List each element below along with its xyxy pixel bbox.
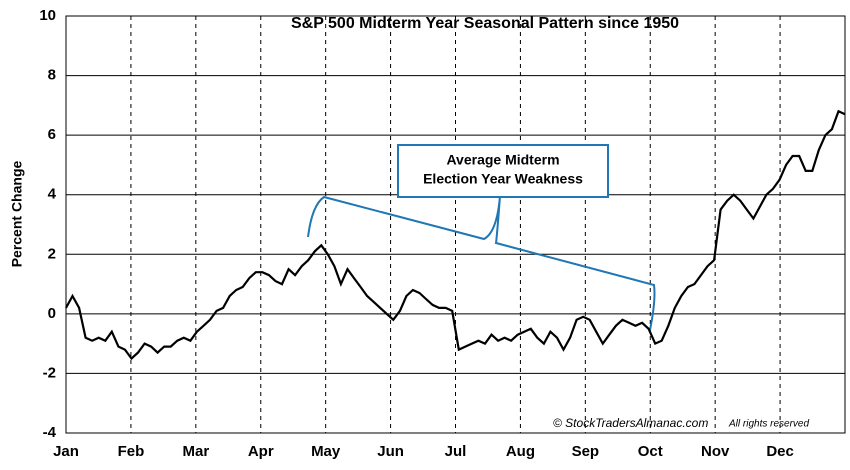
y-tick-label: 4: [48, 186, 57, 203]
y-tick-label: 2: [48, 245, 56, 262]
chart-title: S&P 500 Midterm Year Seasonal Pattern si…: [291, 15, 679, 32]
x-tick-label: Apr: [248, 443, 274, 460]
y-tick-label: 0: [48, 305, 56, 322]
y-axis-label: Percent Change: [9, 160, 25, 267]
copyright: © StockTradersAlmanac.com: [553, 416, 708, 430]
rights: All rights reserved: [728, 419, 809, 430]
x-tick-label: Mar: [182, 443, 209, 460]
x-tick-label: Feb: [118, 443, 145, 460]
y-tick-label: -4: [43, 424, 57, 441]
x-tick-label: Jan: [53, 443, 79, 460]
x-tick-label: Dec: [766, 443, 794, 460]
annotation-box: [397, 144, 609, 198]
x-tick-label: Aug: [506, 443, 535, 460]
y-tick-label: 8: [48, 67, 56, 84]
annotation-text: Average Midterm: [446, 152, 559, 168]
x-tick-label: Sep: [572, 443, 600, 460]
y-tick-label: -2: [43, 364, 56, 381]
x-tick-label: Nov: [701, 443, 730, 460]
x-tick-label: Jul: [445, 443, 467, 460]
x-tick-label: Jun: [377, 443, 404, 460]
y-tick-label: 6: [48, 126, 56, 143]
x-tick-label: May: [311, 443, 341, 460]
x-tick-label: Oct: [638, 443, 663, 460]
y-tick-label: 10: [39, 7, 56, 24]
data-line: [65, 109, 846, 361]
annotation-text: Election Year Weakness: [423, 171, 583, 187]
